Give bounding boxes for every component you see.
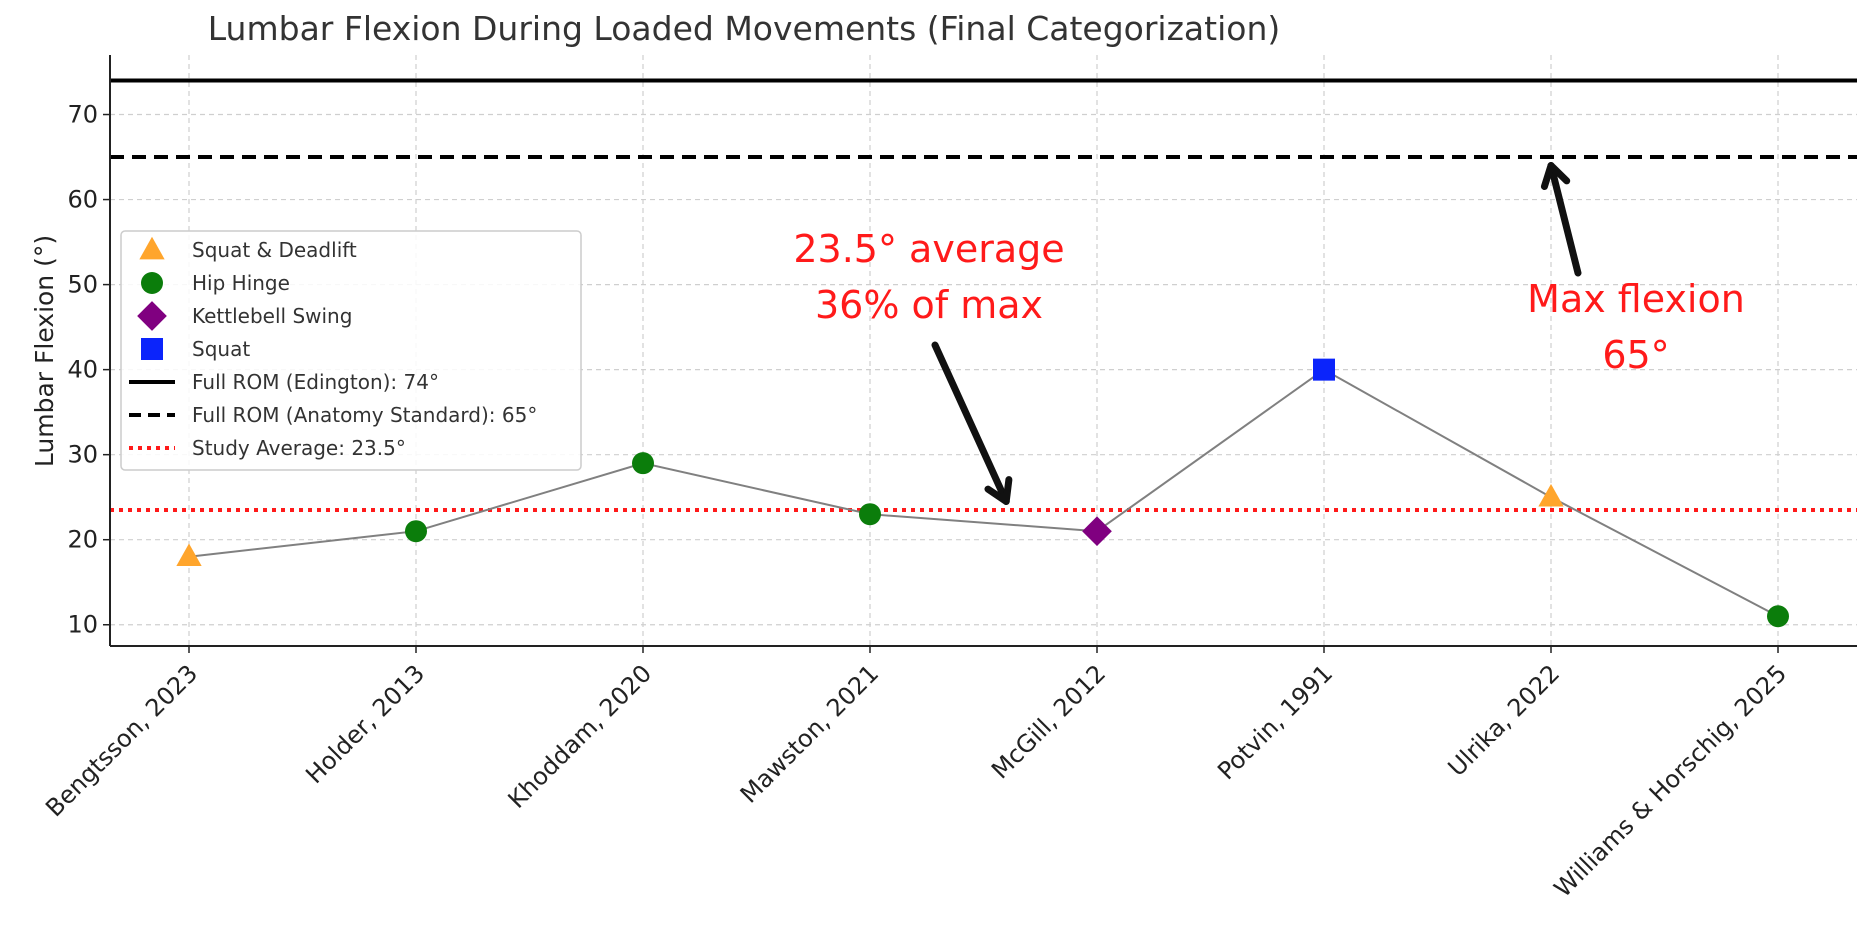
y-axis-label: Lumbar Flexion (°) <box>30 235 59 467</box>
legend-marker <box>141 338 163 360</box>
legend: Squat & Deadlift Hip Hinge Kettlebell Swin… <box>120 230 582 471</box>
legend-box <box>120 230 582 471</box>
annotation-arrow-head <box>1540 162 1571 191</box>
legend-marker <box>139 236 165 260</box>
legend-label: Squat <box>192 337 250 361</box>
data-point <box>1538 483 1564 507</box>
y-tick-label: 20 <box>67 526 98 554</box>
data-point <box>405 520 427 543</box>
data-point <box>1082 516 1112 547</box>
data-point <box>632 452 654 475</box>
data-points <box>176 358 1789 628</box>
annotations: 23.5° average 36% of max Max flexion 65° <box>793 162 1745 505</box>
x-ticks: Bengtsson, 2023 Holder, 2013 Khoddam, 2020… <box>40 646 1792 903</box>
series-connector-line <box>188 368 1779 618</box>
data-point <box>1767 605 1789 628</box>
data-point <box>1313 358 1335 381</box>
chart-title: Lumbar Flexion During Loaded Movements (… <box>208 9 1280 48</box>
annotation-arrow-shaft <box>931 341 1010 505</box>
x-tick-label: Holder, 2013 <box>300 659 430 789</box>
annotation-arrow-shaft <box>1547 162 1582 277</box>
y-tick-label: 50 <box>67 271 98 299</box>
data-point <box>859 503 881 526</box>
axes <box>109 55 1857 647</box>
annotation-arrow-head <box>984 476 1013 505</box>
y-tick-label: 30 <box>67 441 98 469</box>
legend-label: Hip Hinge <box>192 271 290 295</box>
annotation-text: 65° <box>1602 333 1669 377</box>
legend-marker <box>141 272 163 294</box>
annotation-text: Max flexion <box>1527 277 1745 321</box>
y-tick-label: 70 <box>67 101 98 129</box>
x-tick-label: Mawston, 2021 <box>735 659 884 808</box>
legend-label: Full ROM (Edington): 74° <box>192 370 439 394</box>
x-tick-label: Bengtsson, 2023 <box>40 659 203 822</box>
legend-label: Squat & Deadlift <box>192 238 357 262</box>
legend-label: Kettlebell Swing <box>192 304 352 328</box>
legend-marker <box>137 301 167 331</box>
annotation-text: 23.5° average <box>793 227 1064 271</box>
data-point <box>176 543 202 567</box>
x-tick-label: McGill, 2012 <box>986 659 1111 784</box>
x-tick-label: Ulrika, 2022 <box>1443 659 1566 782</box>
legend-label: Full ROM (Anatomy Standard): 65° <box>192 403 537 427</box>
x-tick-label: Potvin, 1991 <box>1212 659 1338 785</box>
y-tick-label: 60 <box>67 186 98 214</box>
y-tick-label: 10 <box>67 611 98 639</box>
annotation-text: 36% of max <box>815 283 1043 327</box>
x-tick-label: Khoddam, 2020 <box>503 659 658 814</box>
reference-lines <box>110 78 1857 512</box>
y-ticks: 10 20 30 40 50 60 70 <box>67 101 110 639</box>
y-tick-label: 40 <box>67 356 98 384</box>
legend-label: Study Average: 23.5° <box>192 436 406 460</box>
x-tick-label: Williams & Horschig, 2025 <box>1549 659 1792 902</box>
